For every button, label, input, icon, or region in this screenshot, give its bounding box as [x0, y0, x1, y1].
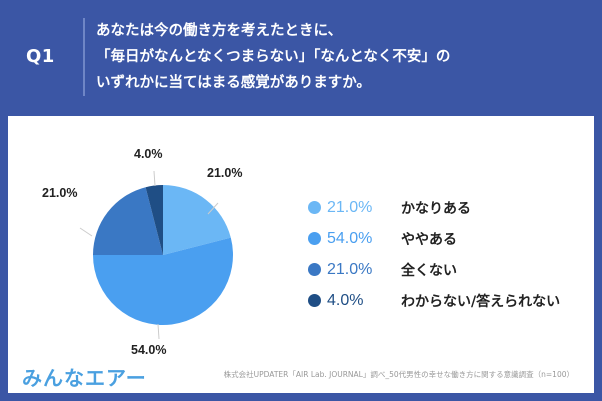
legend-dot-icon: [308, 201, 321, 214]
source-note: 株式会社UPDATER「AIR Lab. JOURNAL」調べ_50代男性の幸せ…: [223, 370, 574, 379]
legend-dot-icon: [308, 263, 321, 276]
question-number: Q1: [26, 46, 55, 67]
legend-item: 54.0% ややある: [308, 223, 560, 254]
header-divider: [83, 18, 85, 96]
slice-label-2: 54.0%: [131, 343, 167, 357]
slice-label-4: 4.0%: [134, 147, 163, 161]
pie-slice: [163, 185, 231, 255]
brand-logo: みんなエアー: [22, 366, 147, 390]
slice-label-3: 21.0%: [42, 186, 78, 200]
legend-item: 4.0% わからない/答えられない: [308, 285, 560, 316]
chart-legend: 21.0% かなりある 54.0% ややある 21.0% 全くない 4.0% わ…: [308, 192, 560, 316]
pie-chart: [79, 170, 233, 340]
question-line: 「毎日がなんとなくつまらない」「なんとなく不安」の: [96, 49, 451, 65]
pie-slice: [93, 187, 163, 255]
legend-dot-icon: [308, 294, 321, 307]
pie-slice: [145, 185, 163, 255]
leader-lines: [79, 170, 219, 340]
question-line: あなたは今の働き方を考えたときに、: [96, 23, 343, 39]
legend-dot-icon: [308, 232, 321, 245]
legend-item: 21.0% かなりある: [308, 192, 560, 223]
question-header: Q1 あなたは今の働き方を考えたときに、 「毎日がなんとなくつまらない」「なんと…: [0, 0, 602, 112]
legend-item: 21.0% 全くない: [308, 254, 560, 285]
pie-slice: [93, 237, 233, 325]
question-text: あなたは今の働き方を考えたときに、 「毎日がなんとなくつまらない」「なんとなく不…: [96, 18, 450, 96]
question-line: いずれかに当てはまる感覚がありますか。: [96, 75, 371, 91]
slice-label-1: 21.0%: [207, 166, 243, 180]
chart-card: 21.0% 54.0% 21.0% 4.0% 21.0% かなりある 54.0%…: [8, 116, 594, 393]
